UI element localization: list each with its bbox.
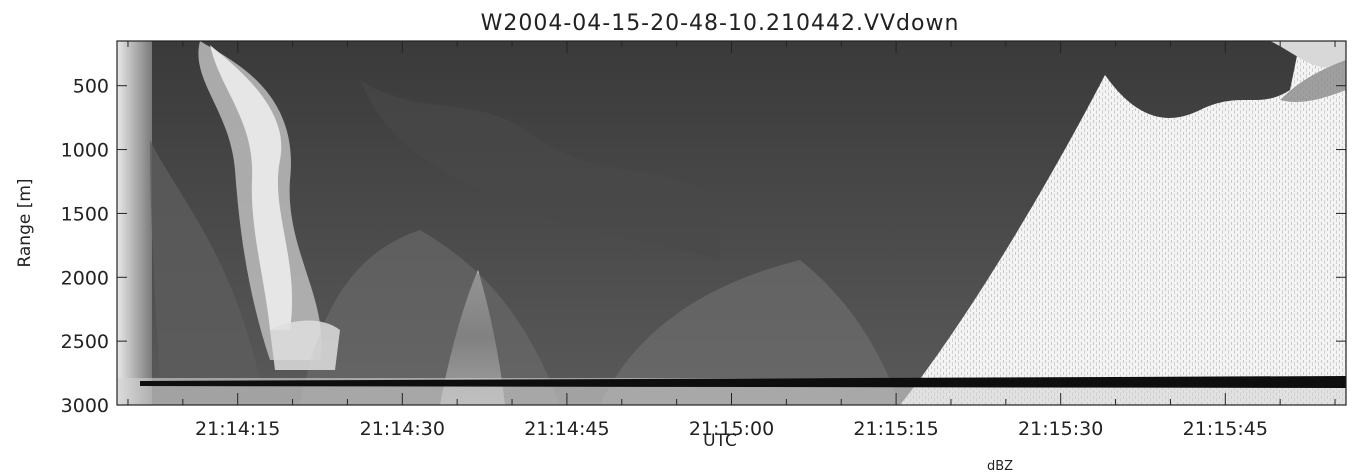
chart-title: W2004-04-15-20-48-10.210442.VVdown (481, 11, 960, 36)
colorbar-label: dBZ (987, 459, 1013, 474)
x-axis: 21:14:15 21:14:30 21:14:45 21:15:00 21:15:15… (127, 41, 1336, 440)
y-axis: 500 1000 1500 2000 2500 3000 (61, 76, 1346, 417)
y-tick-label: 2500 (61, 331, 109, 353)
y-tick-label: 1000 (61, 140, 109, 162)
x-tick-label: 21:14:45 (524, 418, 609, 440)
x-tick-label: 21:15:15 (853, 418, 938, 440)
x-tick-label: 21:15:45 (1183, 418, 1268, 440)
y-tick-label: 3000 (61, 395, 109, 417)
y-tick-label: 500 (73, 76, 109, 98)
y-tick-label: 2000 (61, 267, 109, 289)
x-tick-label: 21:14:30 (360, 418, 445, 440)
x-axis-label: UTC (703, 431, 737, 451)
y-tick-label: 1500 (61, 203, 109, 225)
heatmap-layer (117, 41, 1346, 405)
y-axis-label: Range [m] (15, 178, 35, 267)
x-tick-label: 21:15:30 (1018, 418, 1103, 440)
x-tick-label: 21:15:00 (689, 418, 774, 440)
x-tick-label: 21:14:15 (195, 418, 280, 440)
